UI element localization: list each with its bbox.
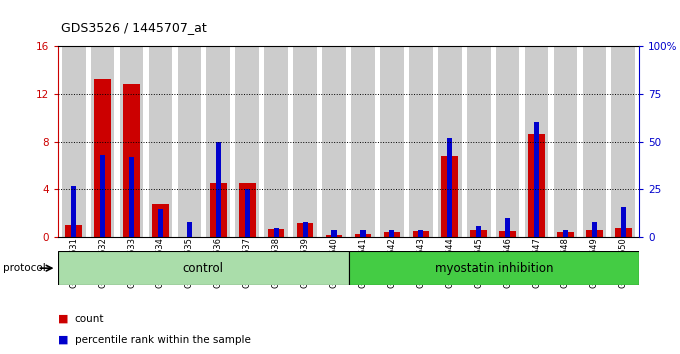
Bar bbox=[586, 230, 602, 237]
Bar bbox=[389, 229, 394, 237]
Bar bbox=[187, 222, 192, 237]
Bar bbox=[615, 228, 632, 237]
Bar bbox=[268, 229, 284, 237]
Bar bbox=[471, 230, 487, 237]
Text: protocol: protocol bbox=[3, 263, 46, 273]
Bar bbox=[120, 46, 143, 237]
Text: myostatin inhibition: myostatin inhibition bbox=[435, 262, 553, 275]
Bar bbox=[177, 46, 201, 237]
Bar bbox=[239, 183, 256, 237]
Bar bbox=[90, 46, 114, 237]
Bar bbox=[123, 84, 140, 237]
Bar bbox=[466, 46, 490, 237]
Bar bbox=[621, 207, 626, 237]
Bar bbox=[62, 46, 86, 237]
Bar bbox=[245, 189, 250, 237]
Bar bbox=[58, 251, 348, 285]
Bar bbox=[149, 46, 172, 237]
Bar bbox=[496, 46, 520, 237]
Bar bbox=[355, 234, 371, 237]
Bar bbox=[534, 122, 539, 237]
Bar bbox=[380, 46, 404, 237]
Bar bbox=[322, 46, 346, 237]
Bar bbox=[360, 229, 366, 237]
Bar bbox=[447, 138, 452, 237]
Bar bbox=[71, 185, 76, 237]
Bar bbox=[100, 155, 105, 237]
Bar bbox=[528, 135, 545, 237]
Bar bbox=[557, 232, 574, 237]
Bar bbox=[611, 46, 635, 237]
Bar bbox=[525, 46, 548, 237]
Bar bbox=[592, 222, 597, 237]
Bar bbox=[563, 229, 568, 237]
Bar bbox=[505, 218, 510, 237]
Bar bbox=[409, 46, 432, 237]
Bar bbox=[331, 229, 337, 237]
Text: ■: ■ bbox=[58, 314, 68, 324]
Bar bbox=[348, 251, 639, 285]
Bar bbox=[293, 46, 317, 237]
Bar bbox=[210, 183, 226, 237]
Bar bbox=[476, 226, 481, 237]
Bar bbox=[554, 46, 577, 237]
Bar bbox=[499, 231, 516, 237]
Bar bbox=[158, 209, 163, 237]
Text: GDS3526 / 1445707_at: GDS3526 / 1445707_at bbox=[61, 21, 207, 34]
Bar bbox=[216, 142, 221, 237]
Bar bbox=[326, 235, 342, 237]
Text: ■: ■ bbox=[58, 335, 68, 345]
Bar bbox=[413, 231, 429, 237]
Text: count: count bbox=[75, 314, 104, 324]
Bar bbox=[273, 228, 279, 237]
Bar bbox=[296, 223, 313, 237]
Bar bbox=[235, 46, 259, 237]
Bar bbox=[384, 232, 401, 237]
Text: percentile rank within the sample: percentile rank within the sample bbox=[75, 335, 251, 345]
Bar bbox=[152, 204, 169, 237]
Bar bbox=[441, 156, 458, 237]
Bar bbox=[95, 79, 111, 237]
Bar bbox=[265, 46, 288, 237]
Bar bbox=[207, 46, 231, 237]
Bar bbox=[438, 46, 462, 237]
Bar bbox=[418, 229, 424, 237]
Bar bbox=[583, 46, 607, 237]
Bar bbox=[351, 46, 375, 237]
Text: control: control bbox=[183, 262, 224, 275]
Bar bbox=[129, 157, 134, 237]
Bar bbox=[303, 222, 308, 237]
Bar bbox=[65, 225, 82, 237]
